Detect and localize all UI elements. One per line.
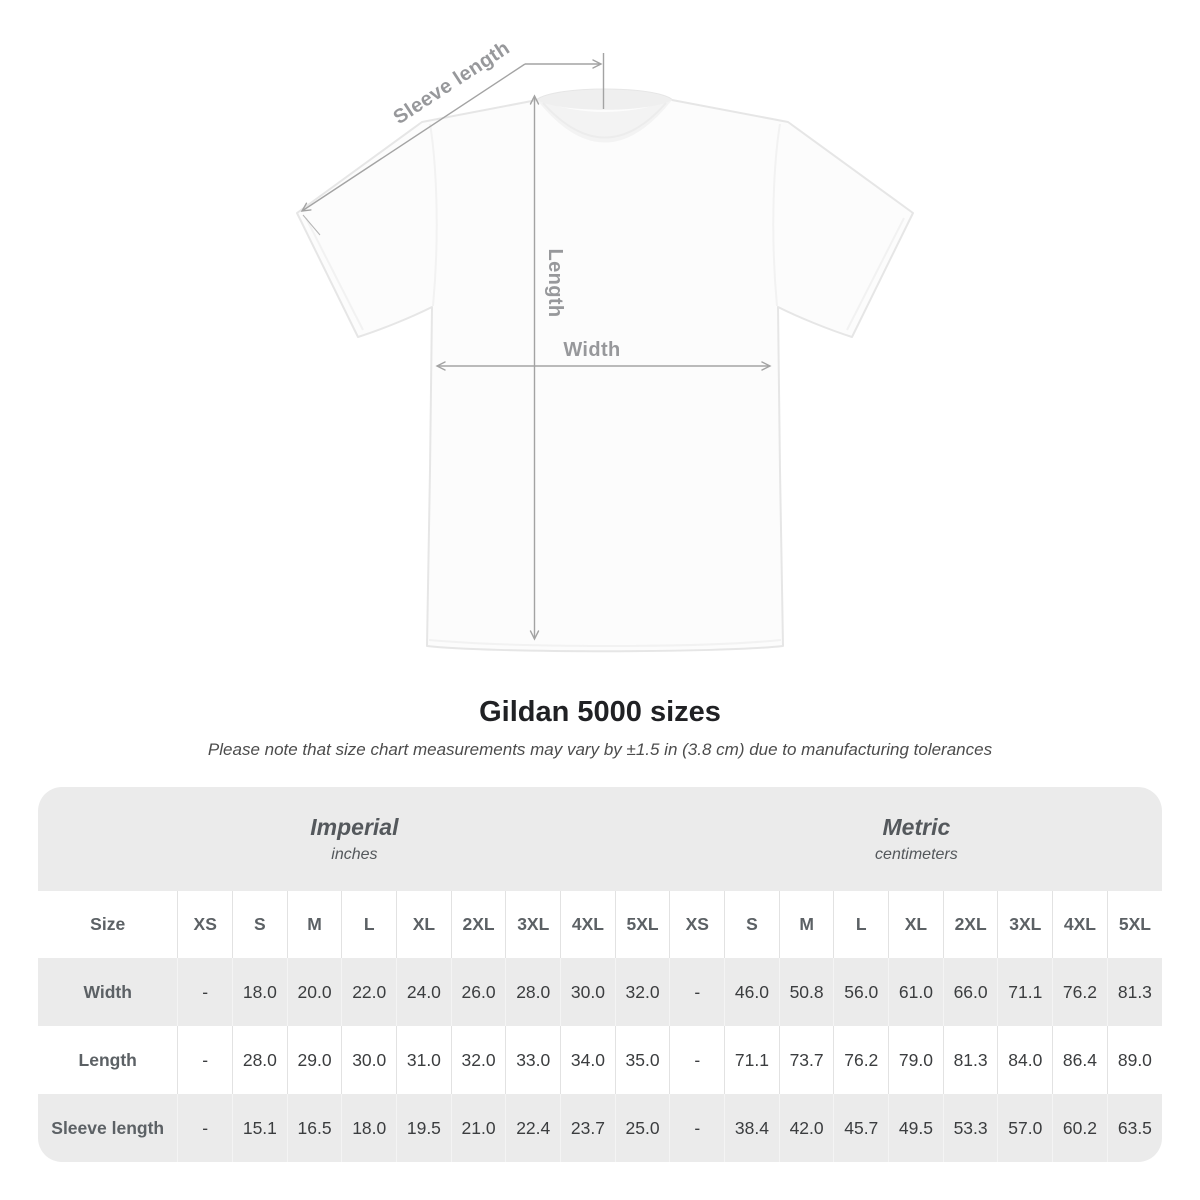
imperial-section-header: Imperial inches: [38, 787, 671, 891]
tshirt-illustration: [296, 88, 914, 653]
row-label: Sleeve length: [51, 1117, 165, 1138]
size-header-metric-s: S: [724, 891, 780, 958]
value-cell: 46.0: [724, 958, 780, 1026]
value-cell: -: [177, 1026, 233, 1094]
size-header-metric-xl: XL: [888, 891, 944, 958]
value-cell: 16.5: [286, 1094, 342, 1162]
value-cell: 15.1: [232, 1094, 288, 1162]
value-cell: 76.2: [833, 1026, 889, 1094]
size-header-row: Size XS S M L XL 2XL 3XL 4XL 5XL XS S M L XL 2XL 3XL 4XL…: [38, 891, 1162, 958]
metric-section-header: Metric centimeters: [671, 787, 1162, 891]
row-label: Length: [78, 1049, 137, 1070]
table-row: Width -18.0 20.0 22.0 24.0 26.0 28.0 30.0 32.0-4…: [38, 958, 1162, 1026]
size-header-metric-2xl: 2XL: [942, 891, 998, 958]
size-column-header: Size: [90, 914, 126, 934]
value-cell: 24.0: [396, 958, 452, 1026]
value-cell: 63.5: [1106, 1094, 1162, 1162]
value-cell: 84.0: [997, 1026, 1053, 1094]
value-cell: 18.0: [232, 958, 288, 1026]
metric-units: centimeters: [875, 846, 958, 863]
page-title: Gildan 5000 sizes: [479, 696, 721, 728]
value-cell: 25.0: [614, 1094, 670, 1162]
size-header-imperial-3xl: 3XL: [505, 891, 561, 958]
value-cell: 22.0: [341, 958, 397, 1026]
size-header-metric-l: L: [833, 891, 889, 958]
size-header-imperial-xl: XL: [396, 891, 452, 958]
size-table: Size XS S M L XL 2XL 3XL 4XL 5XL XS S M L XL 2XL 3XL 4XL…: [38, 891, 1162, 1162]
value-cell: -: [669, 958, 725, 1026]
value-cell: 23.7: [560, 1094, 616, 1162]
value-cell: 86.4: [1052, 1026, 1108, 1094]
value-cell: -: [669, 1094, 725, 1162]
imperial-label: Imperial: [310, 814, 399, 840]
size-header-imperial-4xl: 4XL: [560, 891, 616, 958]
size-header-imperial-2xl: 2XL: [450, 891, 506, 958]
value-cell: 28.0: [232, 1026, 288, 1094]
size-header-metric-m: M: [778, 891, 834, 958]
row-label: Width: [83, 981, 132, 1002]
value-cell: -: [177, 1094, 233, 1162]
value-cell: 20.0: [286, 958, 342, 1026]
value-cell: 35.0: [614, 1026, 670, 1094]
value-cell: 18.0: [341, 1094, 397, 1162]
size-header-metric-3xl: 3XL: [997, 891, 1053, 958]
value-cell: 29.0: [286, 1026, 342, 1094]
value-cell: 57.0: [997, 1094, 1053, 1162]
value-cell: 38.4: [724, 1094, 780, 1162]
value-cell: 26.0: [450, 958, 506, 1026]
value-cell: 81.3: [1106, 958, 1162, 1026]
value-cell: 71.1: [724, 1026, 780, 1094]
value-cell: 50.8: [778, 958, 834, 1026]
value-cell: 28.0: [505, 958, 561, 1026]
value-cell: -: [177, 958, 233, 1026]
size-header-imperial-s: S: [232, 891, 288, 958]
size-header-metric-4xl: 4XL: [1052, 891, 1108, 958]
value-cell: 79.0: [888, 1026, 944, 1094]
size-header-imperial-l: L: [341, 891, 397, 958]
size-table-card: Imperial inches Metric centimeters Size …: [38, 787, 1162, 1162]
size-header-metric-xs: XS: [669, 891, 725, 958]
value-cell: 42.0: [778, 1094, 834, 1162]
value-cell: 53.3: [942, 1094, 998, 1162]
width-dimension: Width: [435, 339, 772, 371]
value-cell: 30.0: [560, 958, 616, 1026]
value-cell: 21.0: [450, 1094, 506, 1162]
size-header-imperial-xs: XS: [177, 891, 233, 958]
value-cell: 19.5: [396, 1094, 452, 1162]
value-cell: 31.0: [396, 1026, 452, 1094]
value-cell: 22.4: [505, 1094, 561, 1162]
metric-label: Metric: [882, 814, 951, 840]
value-cell: 45.7: [833, 1094, 889, 1162]
value-cell: 61.0: [888, 958, 944, 1026]
value-cell: 76.2: [1052, 958, 1108, 1026]
value-cell: 71.1: [997, 958, 1053, 1026]
value-cell: 33.0: [505, 1026, 561, 1094]
tolerance-note: Please note that size chart measurements…: [207, 740, 993, 759]
tshirt-measurement-diagram: Length Width Sleeve length: [296, 37, 914, 653]
value-cell: 34.0: [560, 1026, 616, 1094]
value-cell: 73.7: [778, 1026, 834, 1094]
collar: [537, 100, 672, 143]
value-cell: 81.3: [942, 1026, 998, 1094]
unit-header: Imperial inches Metric centimeters: [38, 787, 1162, 891]
value-cell: 32.0: [450, 1026, 506, 1094]
value-cell: 49.5: [888, 1094, 944, 1162]
value-cell: 66.0: [942, 958, 998, 1026]
value-cell: 30.0: [341, 1026, 397, 1094]
value-cell: 56.0: [833, 958, 889, 1026]
value-cell: 60.2: [1052, 1094, 1108, 1162]
imperial-units: inches: [331, 846, 378, 863]
tshirt-diagram-svg: Length Width Sleeve length: [296, 37, 914, 653]
size-header-metric-5xl: 5XL: [1106, 891, 1162, 958]
table-row: Length -28.0 29.0 30.0 31.0 32.0 33.0 34.0 35.0-…: [38, 1026, 1162, 1094]
value-cell: -: [669, 1026, 725, 1094]
value-cell: 89.0: [1106, 1026, 1162, 1094]
size-header-imperial-m: M: [286, 891, 342, 958]
width-label: Width: [563, 339, 620, 361]
size-header-imperial-5xl: 5XL: [614, 891, 670, 958]
table-row: Sleeve length -15.1 16.5 18.0 19.5 21.0 22.4 23…: [38, 1094, 1162, 1162]
value-cell: 32.0: [614, 958, 670, 1026]
length-label: Length: [544, 248, 566, 317]
